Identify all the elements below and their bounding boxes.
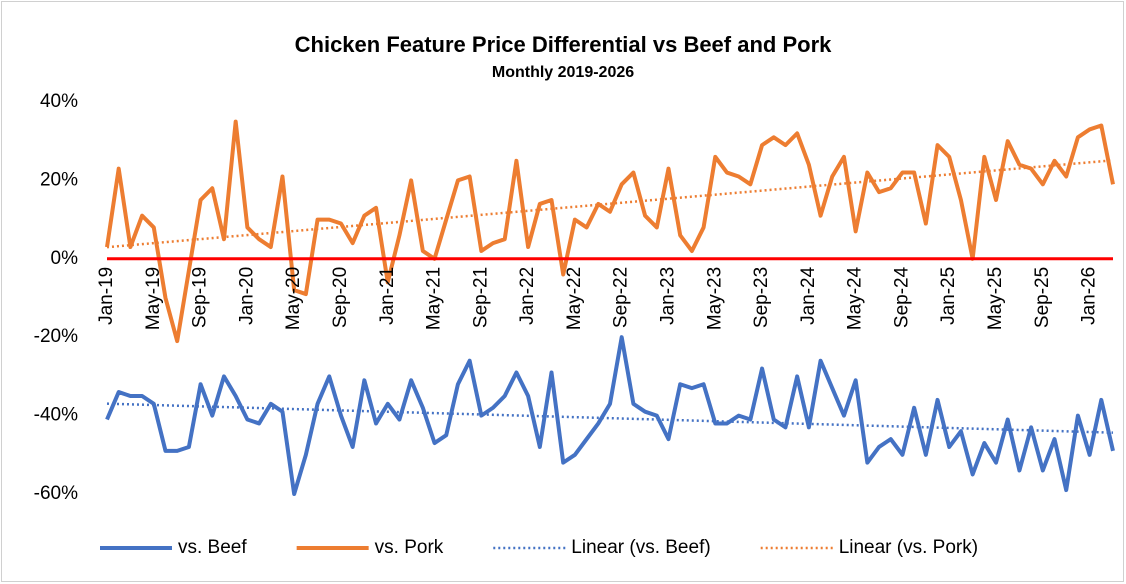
x-tick-label: Sep-25 (1032, 267, 1053, 328)
x-tick-label: Jan-23 (658, 267, 679, 325)
x-tick-label: May-20 (283, 267, 304, 330)
legend-label: Linear (vs. Beef) (571, 537, 710, 558)
x-tick-label: Jan-25 (938, 267, 959, 325)
legend-label: vs. Pork (375, 537, 444, 558)
y-tick-label: 0% (51, 248, 79, 269)
x-tick-label: May-19 (143, 267, 164, 330)
chart-title: Chicken Feature Price Differential vs Be… (295, 32, 833, 57)
x-tick-label: Sep-22 (611, 267, 632, 328)
y-tick-label: 20% (40, 169, 78, 190)
chart-subtitle: Monthly 2019-2026 (492, 64, 634, 81)
x-tick-label: Sep-23 (751, 267, 772, 328)
x-tick-label: Jan-22 (517, 267, 538, 325)
trendline (106, 159, 1114, 249)
x-tick-label: May-22 (564, 267, 585, 330)
line-series (105, 335, 1115, 496)
x-tick-label: May-25 (985, 267, 1006, 330)
y-tick-label: -60% (34, 483, 78, 504)
x-tick-label: Jan-26 (1079, 267, 1100, 325)
x-tick-label: Jan-21 (377, 267, 398, 325)
y-tick-label: -20% (34, 326, 78, 347)
x-tick-label: Jan-20 (236, 267, 257, 325)
y-tick-label: -40% (34, 405, 78, 426)
legend-label: vs. Beef (178, 537, 247, 558)
x-tick-label: Sep-21 (470, 267, 491, 328)
x-tick-label: May-24 (845, 266, 866, 330)
x-tick-label: Jan-24 (798, 266, 819, 325)
x-tick-label: May-23 (704, 267, 725, 330)
y-tick-label: 40% (40, 91, 78, 112)
legend-label: Linear (vs. Pork) (839, 537, 978, 558)
x-tick-label: Sep-24 (891, 266, 912, 328)
line-series (105, 119, 1115, 344)
x-tick-label: Sep-20 (330, 267, 351, 328)
x-tick-label: May-21 (424, 267, 445, 330)
x-tick-label: Sep-19 (190, 267, 211, 328)
x-tick-label: Jan-19 (96, 267, 117, 325)
